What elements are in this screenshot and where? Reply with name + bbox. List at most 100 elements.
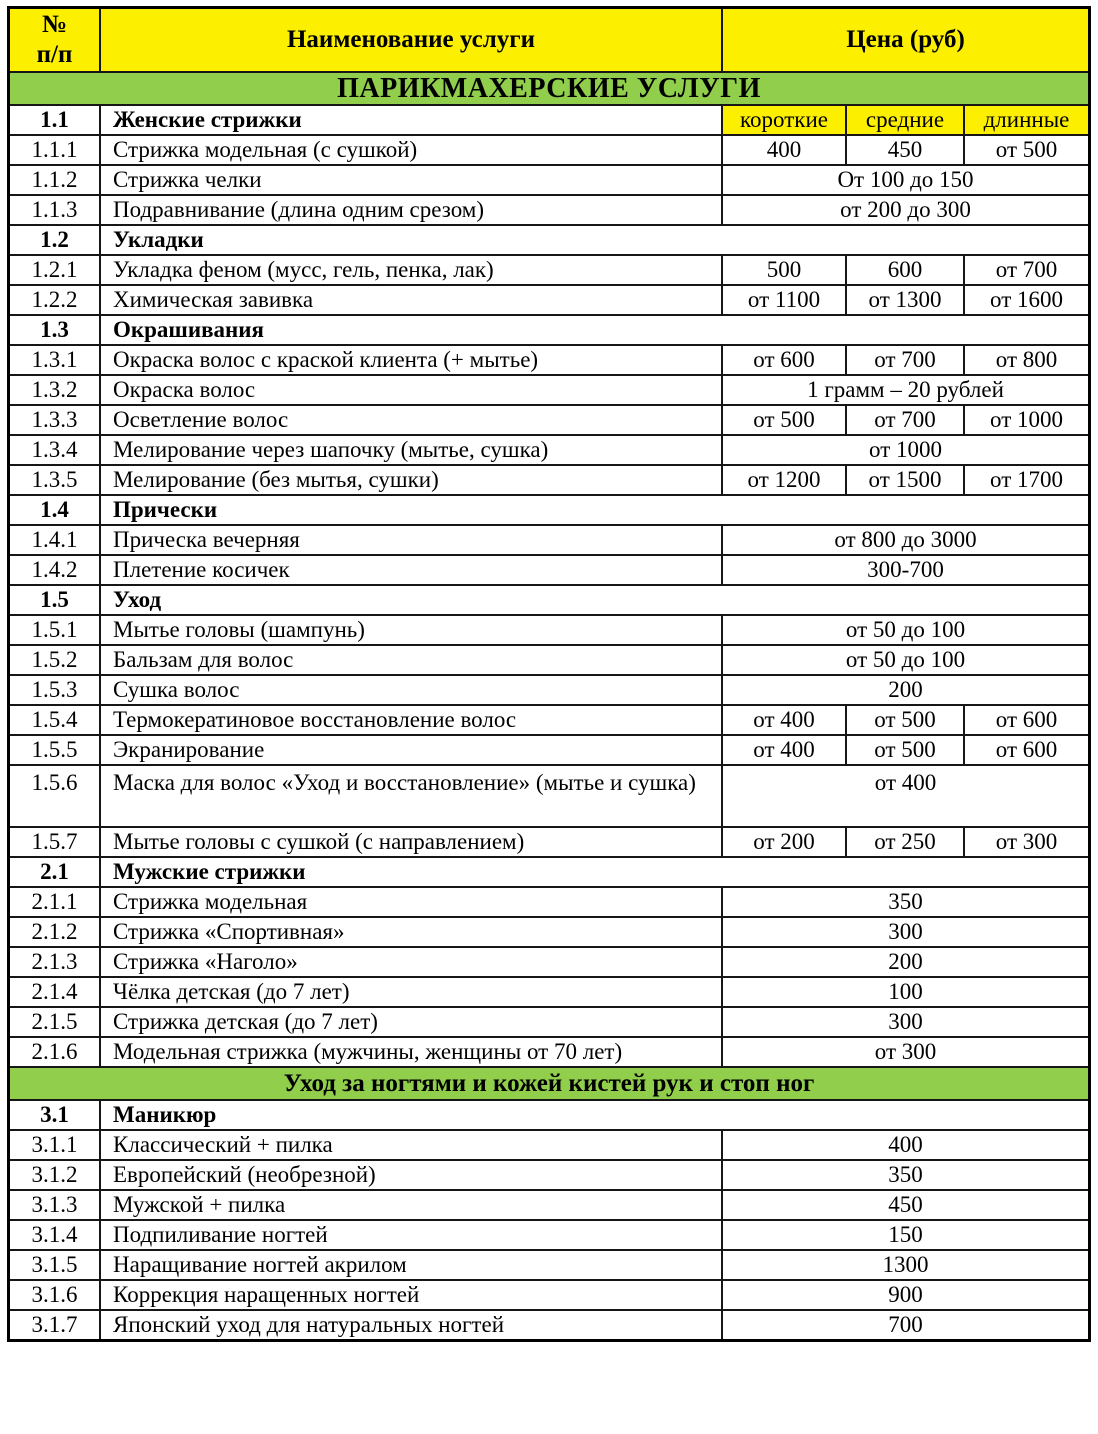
row-number: 3.1.4 xyxy=(31,1222,78,1248)
service-row: 1.4.1 Прическа вечерняя от 800 до 3000 xyxy=(10,524,1088,555)
service-name: Мелирование (без мытья, сушки) xyxy=(99,466,721,495)
service-row: 1.1.1 Стрижка модельная (с сушкой) 400 450 о… xyxy=(10,134,1088,165)
price-cell-merged: 900 xyxy=(721,1281,1088,1310)
service-row: 1.3.4 Мелирование через шапочку (мытье, с… xyxy=(10,434,1088,465)
group-row: 1.2 Укладки xyxy=(10,224,1088,255)
price-subheaders: короткие средние длинные xyxy=(721,106,1088,135)
row-number: 3.1.7 xyxy=(31,1312,78,1338)
price-cell: от 1300 xyxy=(845,286,963,315)
service-name: Бальзам для волос xyxy=(99,646,721,675)
price-cell-merged: 1 грамм – 20 рублей xyxy=(721,376,1088,405)
row-number: 1.5.2 xyxy=(31,647,78,673)
header-number-line1: № xyxy=(41,11,68,38)
row-number: 2.1.3 xyxy=(31,949,78,975)
row-number: 1.3.1 xyxy=(31,347,78,373)
price-table: № п/п Наименование услуги Цена (руб) ПАР… xyxy=(7,6,1091,1343)
row-number: 3.1.3 xyxy=(31,1192,78,1218)
service-name: Мытье головы с сушкой (с направлением) xyxy=(99,828,721,857)
service-name: Наращивание ногтей акрилом xyxy=(99,1251,721,1280)
group-row: 1.4 Прически xyxy=(10,494,1088,525)
service-row: 1.3.5 Мелирование (без мытья, сушки) от 12… xyxy=(10,464,1088,495)
price-cell-merged: от 400 xyxy=(721,766,1088,827)
service-row: 1.2.1 Укладка феном (мусс, гель, пенка, л… xyxy=(10,254,1088,285)
group-name: Укладки xyxy=(99,226,1088,255)
price-cell-merged: 400 xyxy=(721,1131,1088,1160)
group-row: 1.3 Окрашивания xyxy=(10,314,1088,345)
row-number: 2.1.4 xyxy=(31,979,78,1005)
price-cell-merged: 150 xyxy=(721,1221,1088,1250)
service-row: 3.1.5 Наращивание ногтей акрилом 1300 xyxy=(10,1249,1088,1280)
service-name: Классический + пилка xyxy=(99,1131,721,1160)
section-band-title: ПАРИКМАХЕРСКИЕ УСЛУГИ xyxy=(337,73,761,104)
service-row: 1.4.2 Плетение косичек 300-700 xyxy=(10,554,1088,585)
row-number: 1.3.3 xyxy=(31,407,78,433)
group-row: 1.1 Женские стрижки короткие средние длинные xyxy=(10,104,1088,135)
row-number: 1.2.2 xyxy=(31,287,78,313)
service-row: 3.1.6 Коррекция наращенных ногтей 900 xyxy=(10,1279,1088,1310)
price-cell: 400 xyxy=(766,137,802,163)
service-row: 2.1.3 Стрижка «Наголо» 200 xyxy=(10,946,1088,977)
price-cell: от 300 xyxy=(963,828,1088,857)
header-price-cell: Цена (руб) xyxy=(721,9,1088,71)
service-name: Экранирование xyxy=(99,736,721,765)
price-cell-merged: 350 xyxy=(721,888,1088,917)
price-cell: 600 xyxy=(845,256,963,285)
service-name: Стрижка детская (до 7 лет) xyxy=(99,1008,721,1037)
service-row: 2.1.6 Модельная стрижка (мужчины, женщины… xyxy=(10,1036,1088,1067)
price-cells: от 1200 от 1500 от 1700 xyxy=(721,466,1088,495)
row-number: 1.4.1 xyxy=(31,527,78,553)
service-row: 1.5.3 Сушка волос 200 xyxy=(10,674,1088,705)
price-subheader-cell: средние xyxy=(845,106,963,135)
row-number: 1.1.3 xyxy=(31,197,78,223)
row-number: 3.1.2 xyxy=(31,1162,78,1188)
group-row: 3.1 Маникюр xyxy=(10,1099,1088,1130)
service-row: 2.1.4 Чёлка детская (до 7 лет) 100 xyxy=(10,976,1088,1007)
price-cell-merged: 1300 xyxy=(721,1251,1088,1280)
price-cell-merged: 100 xyxy=(721,978,1088,1007)
row-number: 1.4 xyxy=(40,497,69,523)
row-number: 1.4.2 xyxy=(31,557,78,583)
service-row: 3.1.7 Японский уход для натуральных ногте… xyxy=(10,1309,1088,1340)
price-cells: от 200 от 250 от 300 xyxy=(721,828,1088,857)
service-name: Коррекция наращенных ногтей xyxy=(99,1281,721,1310)
price-cell-merged: от 1000 xyxy=(721,436,1088,465)
service-row: 3.1.2 Европейский (необрезной) 350 xyxy=(10,1159,1088,1190)
service-name: Химическая завивка xyxy=(99,286,721,315)
row-number: 1.3 xyxy=(40,317,69,343)
price-subheader-cell: длинные xyxy=(963,106,1088,135)
service-name: Мужской + пилка xyxy=(99,1191,721,1220)
price-cell-merged: От 100 до 150 xyxy=(721,166,1088,195)
price-cell: от 400 xyxy=(753,707,815,733)
price-cell: от 500 xyxy=(753,407,815,433)
price-cell-merged: 300 xyxy=(721,1008,1088,1037)
row-number: 1.5.6 xyxy=(31,770,78,796)
row-number: 1.5.1 xyxy=(31,617,78,643)
service-row: 1.5.7 Мытье головы с сушкой (с направлени… xyxy=(10,826,1088,857)
row-number: 1.1 xyxy=(40,107,69,133)
service-row: 1.5.5 Экранирование от 400 от 500 от 600 xyxy=(10,734,1088,765)
group-name: Мужские стрижки xyxy=(99,858,1088,887)
row-number: 3.1.6 xyxy=(31,1282,78,1308)
price-cell: от 600 xyxy=(963,736,1088,765)
row-number: 1.3.5 xyxy=(31,467,78,493)
price-cell: от 500 xyxy=(845,706,963,735)
row-number: 1.1.1 xyxy=(31,137,78,163)
price-cell: от 400 xyxy=(753,737,815,763)
price-cell-merged: 700 xyxy=(721,1311,1088,1340)
row-number: 2.1.1 xyxy=(31,889,78,915)
row-number: 2.1.6 xyxy=(31,1039,78,1065)
service-row: 2.1.2 Стрижка «Спортивная» 300 xyxy=(10,916,1088,947)
price-cell: от 1600 xyxy=(963,286,1088,315)
row-number: 1.3.2 xyxy=(31,377,78,403)
price-cell: от 700 xyxy=(845,406,963,435)
service-row: 3.1.3 Мужской + пилка 450 xyxy=(10,1189,1088,1220)
header-number-line2: п/п xyxy=(36,41,73,68)
service-row: 1.2.2 Химическая завивка от 1100 от 1300 от … xyxy=(10,284,1088,315)
price-cell-merged: от 50 до 100 xyxy=(721,646,1088,675)
service-row: 1.5.6 Маска для волос «Уход и восстановле… xyxy=(10,764,1088,827)
row-number: 1.5.5 xyxy=(31,737,78,763)
service-name: Стрижка «Наголо» xyxy=(99,948,721,977)
service-name: Стрижка модельная (с сушкой) xyxy=(99,136,721,165)
price-cells: от 1100 от 1300 от 1600 xyxy=(721,286,1088,315)
price-cell-merged: 350 xyxy=(721,1161,1088,1190)
